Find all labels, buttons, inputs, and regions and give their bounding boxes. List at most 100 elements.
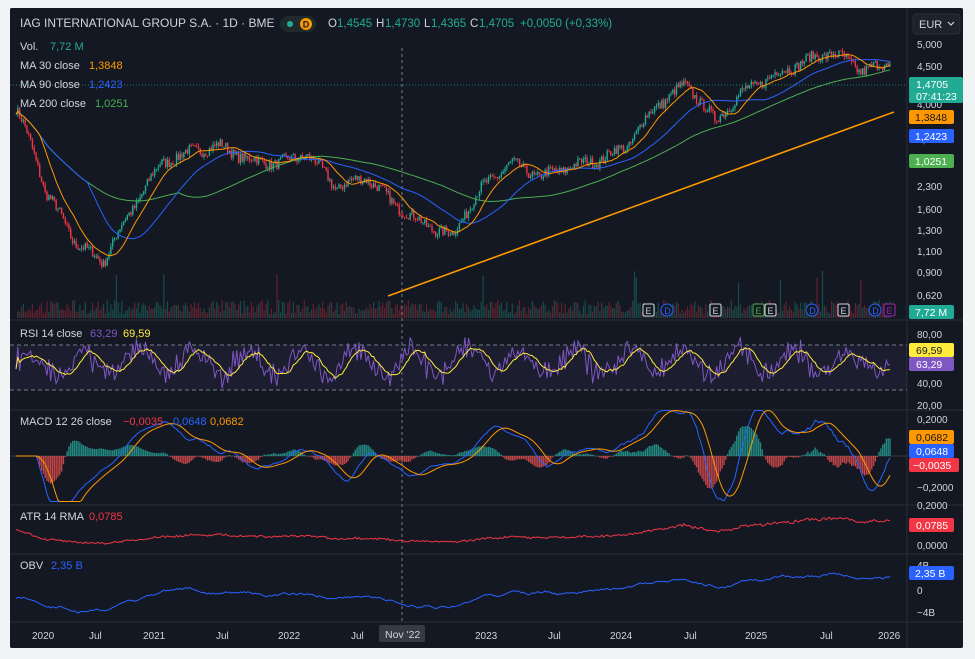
macd-scale[interactable]: 0,2000 −0,2000 (917, 415, 954, 494)
volume-bar (539, 308, 541, 318)
volume-bar (68, 307, 70, 318)
time-axis[interactable]: 2020 Jul 2021 Jul 2022 Jul 2023 Jul 2024… (32, 631, 901, 642)
atr-scale[interactable]: 0,2000 0,0000 (917, 501, 948, 552)
volume-bar (135, 308, 138, 318)
candle-body (48, 195, 50, 201)
volume-bar (81, 310, 83, 318)
volume-bar (533, 305, 535, 318)
volume-bar (418, 303, 420, 318)
event-marker-e[interactable]: E (837, 303, 850, 317)
candle-body (248, 156, 251, 161)
event-marker-d[interactable]: D (805, 303, 819, 317)
svg-text:1,0251: 1,0251 (915, 156, 947, 168)
rsi-tag-value: 63,29 (909, 357, 954, 371)
dividend-icon (868, 303, 882, 317)
volume-bar (736, 306, 738, 318)
candle-body (513, 158, 515, 160)
volume-bar (778, 312, 780, 318)
volume-bar (405, 305, 408, 318)
macd-histogram-bar (580, 454, 583, 456)
volume-bar (168, 311, 170, 318)
svg-text:Jul: Jul (351, 631, 364, 642)
rsi-scale[interactable]: 80,00 40,00 20,00 (917, 330, 942, 412)
volume-bar (356, 313, 358, 318)
volume-bar (115, 275, 117, 318)
candle-body (279, 157, 282, 159)
volume-bar (42, 313, 44, 318)
volume-bar (880, 311, 882, 318)
candle-body (418, 216, 420, 221)
volume-bar (40, 302, 43, 318)
macd-histogram-bar (163, 452, 165, 456)
candle-body (241, 154, 243, 162)
macd-histogram-bar (834, 456, 836, 466)
candle-body (794, 64, 796, 75)
volume-bar (203, 308, 205, 318)
trend-line[interactable] (387, 111, 895, 297)
volume-bar (336, 302, 338, 318)
macd-histogram-bar (77, 440, 79, 456)
macd-histogram-bar (199, 456, 201, 457)
candle-body (781, 71, 784, 75)
candle-body (719, 116, 722, 122)
macd-histogram-bar (679, 456, 681, 459)
event-marker-e[interactable]: E (642, 303, 655, 317)
event-marker-e[interactable]: E (883, 303, 896, 317)
volume-bar (639, 302, 641, 318)
macd-histogram-bar (721, 456, 723, 469)
svg-text:L: L (424, 18, 431, 30)
macd-histogram-bar (394, 456, 397, 462)
volume-bar (265, 303, 267, 318)
macd-histogram-bar (316, 456, 318, 460)
candle-body (188, 145, 191, 154)
macd-histogram-bar (695, 456, 698, 468)
macd-histogram-bar (345, 456, 347, 464)
macd-histogram-bar (471, 448, 473, 456)
price-tag-volume: 7,72 M (909, 305, 954, 319)
macd-histogram-bar (849, 456, 851, 464)
candle-body (475, 196, 477, 205)
volume-bar (699, 306, 701, 318)
candle-body (130, 212, 132, 215)
candle-body (59, 207, 61, 209)
candle-body (110, 246, 112, 255)
macd-histogram-bar (71, 440, 74, 456)
volume-bar (705, 304, 707, 318)
macd-histogram-bar (632, 452, 634, 456)
event-marker-e[interactable]: E (709, 303, 722, 317)
event-marker-d[interactable]: D (660, 303, 674, 317)
candle-body (272, 163, 274, 170)
svg-text:C: C (470, 18, 478, 30)
symbol-title[interactable]: IAG INTERNATIONAL GROUP S.A. · 1D · BME (20, 16, 274, 30)
macd-histogram-bar (108, 450, 110, 456)
candle-body (270, 160, 273, 170)
candle-body (874, 61, 877, 63)
macd-histogram-bar (723, 456, 725, 466)
volume-bar (458, 309, 460, 318)
event-marker-d[interactable]: D (868, 303, 882, 317)
macd-histogram-bar (469, 449, 472, 456)
macd-histogram-bar (843, 456, 846, 463)
macd-histogram-bar (515, 456, 517, 460)
volume-bar (55, 302, 57, 318)
candle-body (493, 176, 495, 178)
candle-body (40, 176, 43, 182)
macd-histogram-bar (611, 456, 614, 457)
event-marker-e[interactable]: E (764, 303, 777, 317)
volume-bar (591, 311, 594, 318)
macd-histogram-bar (263, 454, 265, 456)
volume-bar (674, 305, 676, 318)
volume-bar (860, 279, 862, 318)
volume-bar (823, 305, 825, 318)
candle-body (694, 95, 696, 99)
currency-button[interactable]: EUR (912, 13, 961, 35)
macd-histogram-bar (504, 456, 506, 459)
macd-histogram-bar (712, 456, 714, 488)
volume-bar (506, 302, 508, 318)
volume-bar (779, 279, 782, 318)
event-marker-e[interactable]: E (752, 303, 765, 317)
candle-body (75, 241, 77, 248)
macd-histogram-bar (577, 454, 579, 456)
